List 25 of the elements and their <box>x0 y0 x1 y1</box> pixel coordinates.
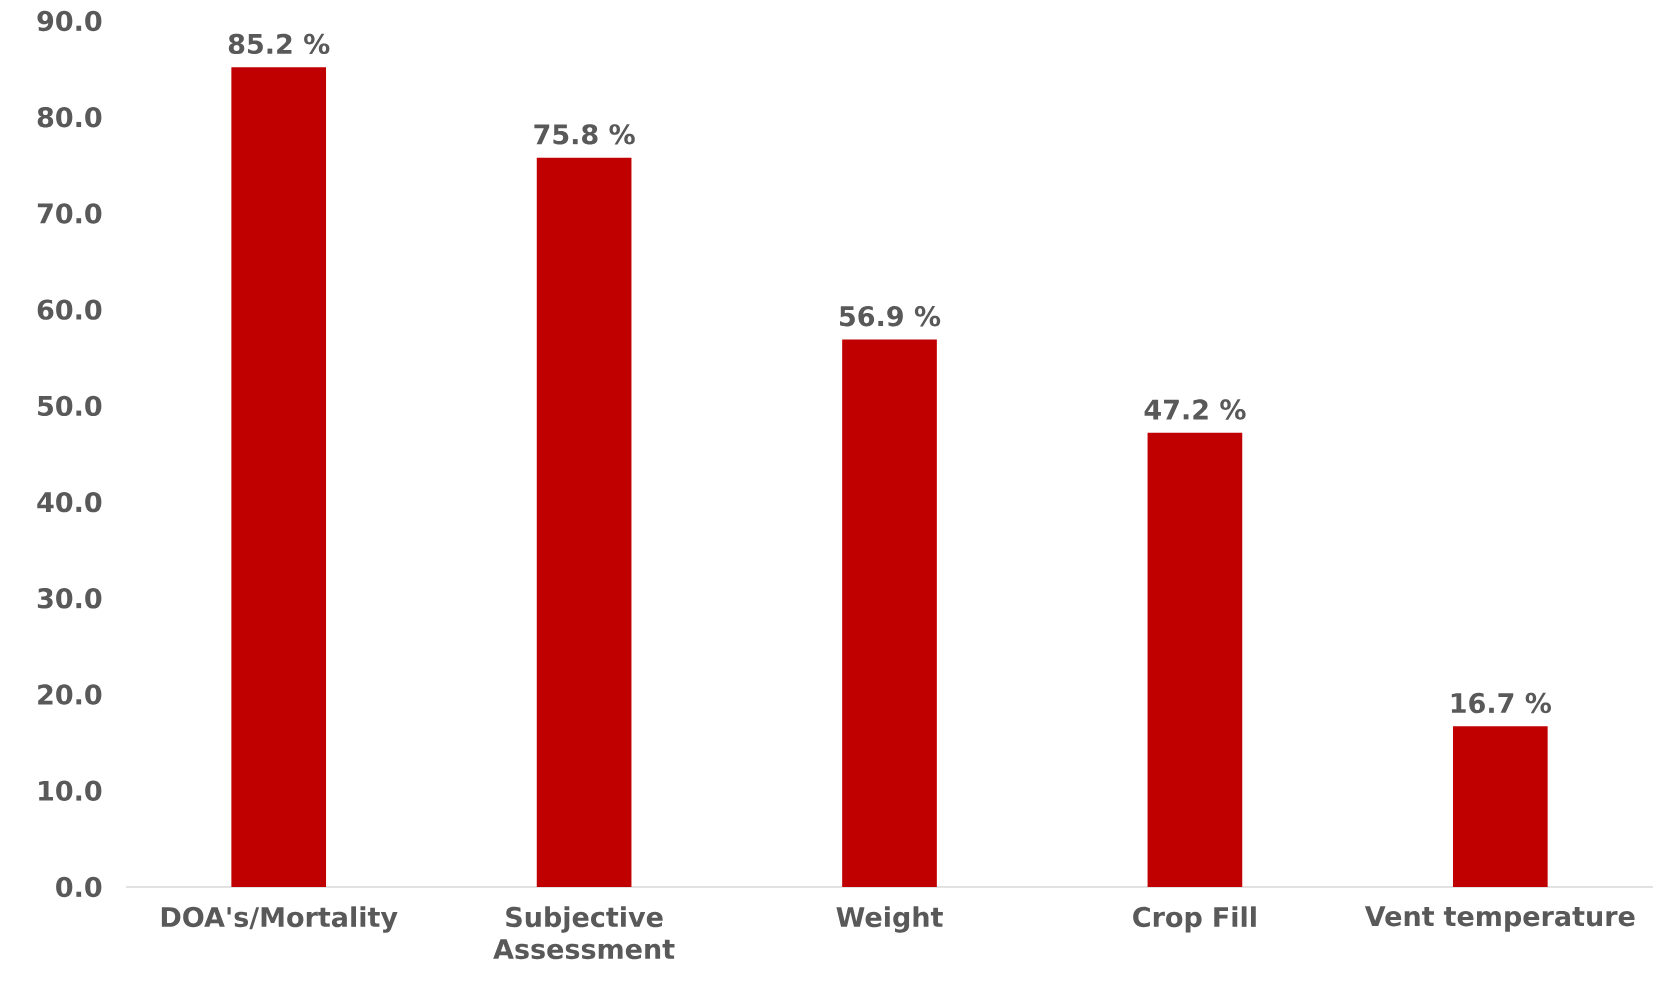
y-tick-label: 40.0 <box>37 491 102 513</box>
bar <box>231 67 327 887</box>
y-tick-label: 20.0 <box>38 684 102 705</box>
y-tick-label: 10.0 <box>39 780 102 801</box>
y-tick-label: 80.0 <box>37 107 102 128</box>
data-label: 56.9 % <box>840 306 941 327</box>
bar <box>536 157 632 887</box>
y-tick-label: 50.0 <box>38 395 102 417</box>
bar <box>1452 726 1548 887</box>
x-tick-label: DOA's/Mortality <box>161 906 398 933</box>
data-label: 85.2 % <box>228 33 330 55</box>
data-label: 16.7 % <box>1451 692 1551 714</box>
y-tick-label: 90.0 <box>37 10 102 32</box>
x-tick-label: Subjective Assessment <box>493 906 675 960</box>
bar <box>1147 432 1243 887</box>
bar <box>842 339 937 887</box>
x-tick-label: Crop Fill <box>1133 906 1256 933</box>
data-label: 75.8 % <box>534 124 635 145</box>
x-tick-label: Vent temperature <box>1364 906 1635 932</box>
data-label: 47.2 % <box>1144 399 1246 420</box>
y-tick-label: 30.0 <box>37 588 102 609</box>
x-tick-label: Weight <box>836 906 943 933</box>
y-tick-label: 70.0 <box>37 203 102 224</box>
y-tick-label: 0.0 <box>56 876 102 898</box>
y-tick-label: 60.0 <box>37 299 102 320</box>
